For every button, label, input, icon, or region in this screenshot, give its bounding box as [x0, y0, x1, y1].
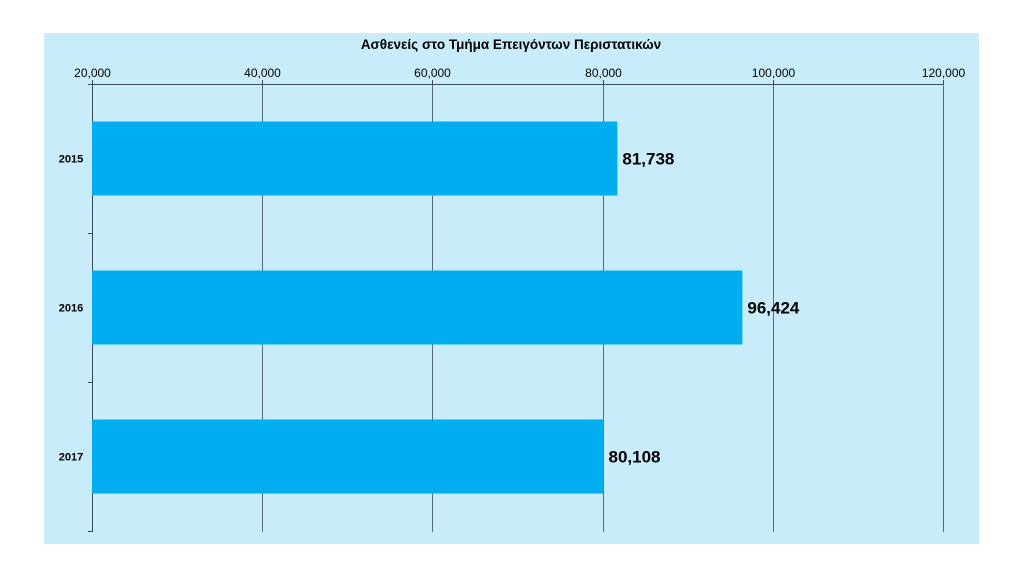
data-label: 96,424	[747, 299, 800, 318]
bar	[92, 121, 618, 196]
bar-layer	[92, 121, 743, 494]
x-tick-label: 60,000	[414, 66, 451, 80]
category-label: 2016	[59, 303, 83, 315]
x-tick-label: 80,000	[585, 66, 622, 80]
bar	[92, 419, 604, 494]
label-layer: 20,000 40,000 60,000 80,000 100,000 120,000 20…	[59, 66, 966, 467]
x-tick-label: 120,000	[922, 66, 966, 80]
x-tick-label: 20,000	[74, 66, 111, 80]
chart-title: Ασθενείς στο Τμήμα Επειγόντων Περιστατικ…	[361, 37, 661, 52]
data-label: 80,108	[609, 448, 661, 467]
category-label: 2017	[59, 452, 83, 464]
bar	[92, 270, 743, 345]
data-label: 81,738	[622, 150, 674, 169]
x-tick-label: 100,000	[752, 66, 796, 80]
x-tick-label: 40,000	[244, 66, 281, 80]
category-label: 2015	[59, 154, 83, 166]
